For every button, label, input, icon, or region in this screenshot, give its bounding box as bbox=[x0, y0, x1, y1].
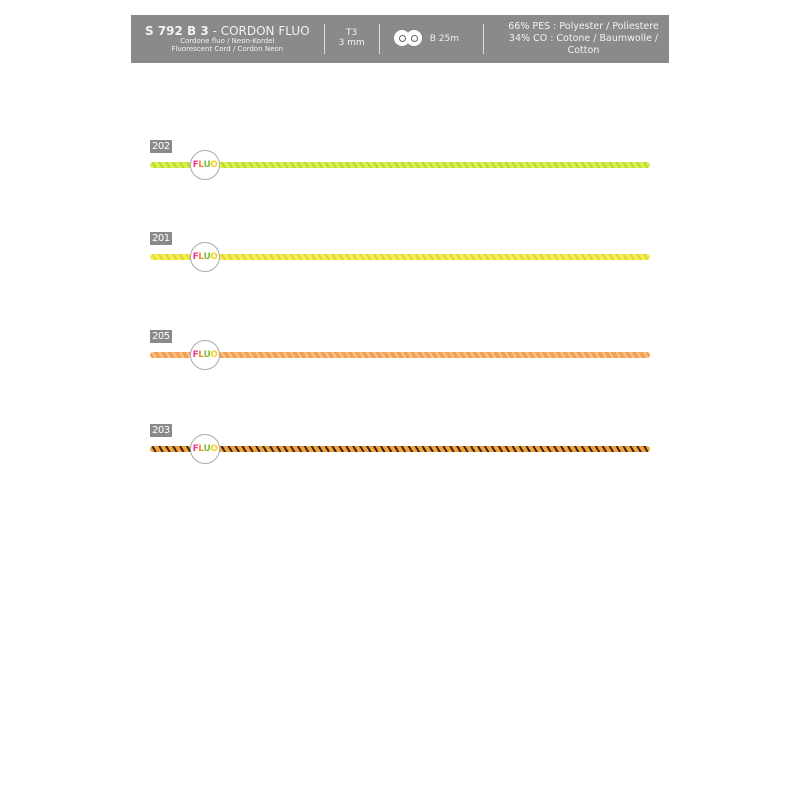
product-code: S 792 B 3 bbox=[145, 23, 209, 38]
color-code: 201 bbox=[150, 232, 172, 245]
cord-image bbox=[150, 162, 650, 168]
material-2: 34% CO : Cotone / Baumwolle / Cotton bbox=[508, 33, 659, 56]
fluo-letter: F bbox=[192, 350, 199, 360]
product-subtitle-1: Cordone fluo / Neon-Kordel bbox=[180, 36, 275, 45]
divider bbox=[482, 24, 484, 54]
color-code: 202 bbox=[150, 140, 172, 153]
material-1: 66% PES : Polyester / Poliestere bbox=[508, 21, 659, 33]
fluo-letter: F bbox=[192, 160, 199, 170]
product-header: S 792 B 3 - CORDON FLUO Cordone fluo / N… bbox=[131, 15, 669, 63]
size-block: T3 3 mm bbox=[338, 28, 365, 49]
fluo-letter: O bbox=[210, 444, 218, 454]
fluo-letter: U bbox=[203, 160, 211, 170]
size-code: T3 bbox=[346, 28, 358, 39]
fluo-letter: L bbox=[198, 160, 204, 170]
fluo-letter: O bbox=[210, 252, 218, 262]
cord-image bbox=[150, 446, 650, 452]
divider bbox=[378, 24, 380, 54]
fluo-letter: U bbox=[203, 350, 211, 360]
product-title: - CORDON FLUO bbox=[212, 23, 310, 38]
fluo-letter: L bbox=[198, 444, 204, 454]
fluo-letter: U bbox=[203, 252, 211, 262]
fluo-letter: L bbox=[198, 350, 204, 360]
cord-image bbox=[150, 254, 650, 260]
fluo-letter: F bbox=[192, 252, 199, 262]
product-subtitle-2: Fluorescent Cord / Cordon Neon bbox=[171, 44, 284, 53]
fluo-letter: O bbox=[210, 350, 218, 360]
reel-block: B 25m bbox=[393, 29, 459, 49]
material-block: 66% PES : Polyester / Poliestere 34% CO … bbox=[498, 21, 669, 57]
color-code: 203 bbox=[150, 424, 172, 437]
size-mm: 3 mm bbox=[338, 38, 365, 48]
fluo-letter: F bbox=[192, 444, 199, 454]
reel-length: B 25m bbox=[429, 34, 459, 44]
fluo-letter: U bbox=[203, 444, 211, 454]
cord-image bbox=[150, 352, 650, 358]
color-code: 205 bbox=[150, 330, 172, 343]
product-title-block: S 792 B 3 - CORDON FLUO Cordone fluo / N… bbox=[145, 23, 310, 54]
fluo-letter: L bbox=[198, 252, 204, 262]
divider bbox=[323, 24, 325, 54]
reel-icon bbox=[393, 29, 422, 49]
fluo-letter: O bbox=[210, 160, 218, 170]
